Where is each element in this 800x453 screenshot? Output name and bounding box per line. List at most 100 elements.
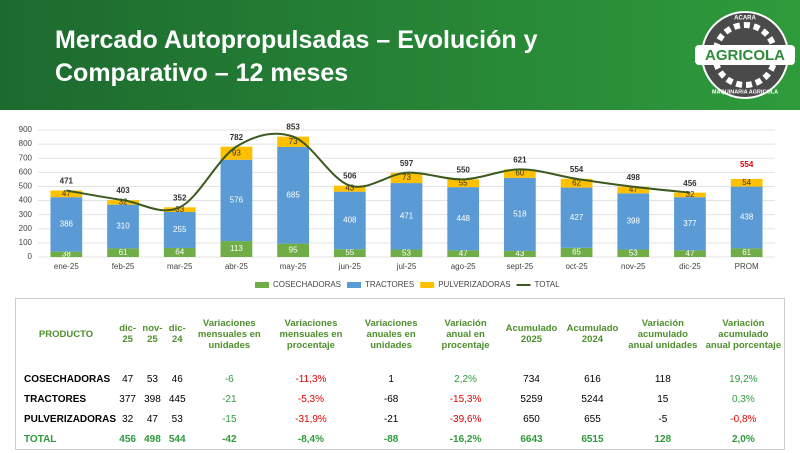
x-tick-label: oct-25	[565, 262, 588, 271]
header-row: PRODUCTO dic-25 nov-25 dic-24 Variaciones me…	[16, 299, 785, 370]
data-label: 73	[402, 173, 411, 182]
y-tick-label: 700	[19, 153, 33, 162]
legend-swatch	[255, 282, 269, 288]
cell: 616	[584, 373, 601, 385]
legend-swatch	[347, 282, 362, 288]
summary-table: PRODUCTO dic-25 nov-25 dic-24 Variaciones me…	[15, 298, 785, 450]
column-header: Acumulado 2025	[505, 323, 558, 345]
data-label: 43	[345, 184, 354, 193]
bar-segment	[390, 172, 423, 184]
column-header: Variación anual en procentaje	[441, 317, 490, 351]
data-label: 47	[686, 249, 695, 258]
cell: -0,8%	[730, 413, 757, 425]
cell: 398	[144, 393, 161, 405]
total-cell: -42	[222, 433, 237, 445]
bar-segment	[277, 136, 309, 147]
column-header: Variaciones anuales en unidades	[364, 317, 418, 351]
data-label: 73	[289, 137, 298, 146]
cell: -5,3%	[297, 393, 325, 405]
x-tick-label: jun-25	[338, 262, 362, 271]
data-label: 448	[457, 214, 471, 223]
total-cell: 6515	[581, 433, 604, 445]
cell: -39,6%	[449, 413, 482, 425]
total-label: 554	[570, 165, 584, 174]
y-tick-label: 600	[19, 167, 33, 176]
total-label: 621	[513, 155, 527, 164]
column-header: dic-25	[119, 323, 137, 345]
cell: 655	[584, 413, 601, 425]
bar-segment	[277, 146, 309, 244]
cell: 15	[657, 393, 669, 405]
bar-segment	[50, 251, 83, 257]
legend-swatch	[420, 282, 435, 288]
data-label: 398	[627, 217, 641, 226]
bar-segment	[50, 190, 83, 198]
logo: AGRICOLA ACARA MAQUINARIA AGRICOLA	[695, 11, 795, 99]
data-row: COSECHADORAS 47 53 46 -6 -11,3% 1 2,2% 734 616 118…	[16, 369, 785, 389]
column-header: Acumulado 2024	[566, 323, 619, 345]
x-tick-label: sept-25	[507, 262, 534, 271]
data-label: 427	[570, 213, 584, 222]
data-label: 113	[230, 244, 243, 253]
cell: 445	[168, 393, 186, 405]
bar-segment	[333, 185, 366, 192]
cell: 19,2%	[729, 373, 758, 385]
cell: 47	[146, 413, 158, 425]
bar-segment	[277, 243, 309, 257]
bar-segment	[730, 178, 763, 187]
data-label: 65	[572, 248, 581, 257]
bar-segment	[107, 248, 139, 257]
column-header: PRODUCTO	[38, 328, 94, 340]
bar-segment	[50, 197, 83, 252]
data-label: 518	[513, 209, 527, 218]
total-label: 456	[683, 179, 697, 188]
data-label: 93	[232, 148, 241, 157]
header-band: Mercado Autopropulsadas – Evolución y Co…	[0, 0, 800, 110]
bar-segment	[674, 197, 706, 251]
bar-segment	[107, 204, 139, 249]
cell: -21	[222, 393, 237, 405]
bar-segment	[390, 249, 423, 257]
total-cell: 498	[144, 433, 161, 445]
y-tick-label: 0	[28, 252, 33, 261]
data-label: 32	[119, 197, 128, 206]
bar-segment	[674, 192, 706, 198]
bar-segment	[447, 250, 480, 257]
data-label: 32	[686, 190, 695, 199]
bar-segment	[447, 179, 480, 188]
data-label: 60	[515, 169, 524, 178]
column-header: Variación acumulado anual porcentaje	[705, 317, 782, 351]
bar-segment	[390, 183, 423, 250]
total-line	[66, 132, 691, 212]
cell: 53	[146, 373, 158, 385]
total-label: 853	[286, 123, 300, 132]
bar-segment	[674, 250, 706, 257]
cell: 0,3%	[731, 393, 755, 405]
x-tick-label: abr-25	[225, 262, 249, 271]
total-label: 403	[116, 186, 130, 195]
data-label: 47	[629, 185, 638, 194]
bar-segment	[617, 186, 650, 194]
x-tick-label: ago-25	[451, 262, 476, 271]
x-tick-label: ene-25	[54, 262, 79, 271]
legend-label: PULVERIZADORAS	[438, 280, 510, 289]
logo-top: ACARA	[734, 16, 756, 22]
total-row: TOTAL 456 498 544 -42 -8,4% -88 -16,2% 6643 6515 1…	[16, 429, 785, 450]
data-label: 386	[60, 220, 74, 229]
data-label: 43	[515, 249, 524, 258]
column-header: nov-25	[142, 323, 163, 345]
bar-segment	[504, 250, 536, 257]
column-header: Variación acumulado anual unidades	[628, 317, 698, 351]
bar-segment	[220, 241, 253, 257]
total-cell: -88	[383, 433, 399, 445]
cell: 53	[171, 413, 183, 425]
total-label: 352	[173, 193, 187, 202]
total-label: 782	[230, 133, 244, 142]
bar-segment	[220, 146, 253, 160]
cell: 47	[122, 373, 134, 385]
y-tick-label: 800	[19, 139, 33, 148]
bar-segment	[163, 211, 196, 248]
data-label: 55	[345, 248, 354, 257]
total-cell: 456	[119, 433, 136, 445]
